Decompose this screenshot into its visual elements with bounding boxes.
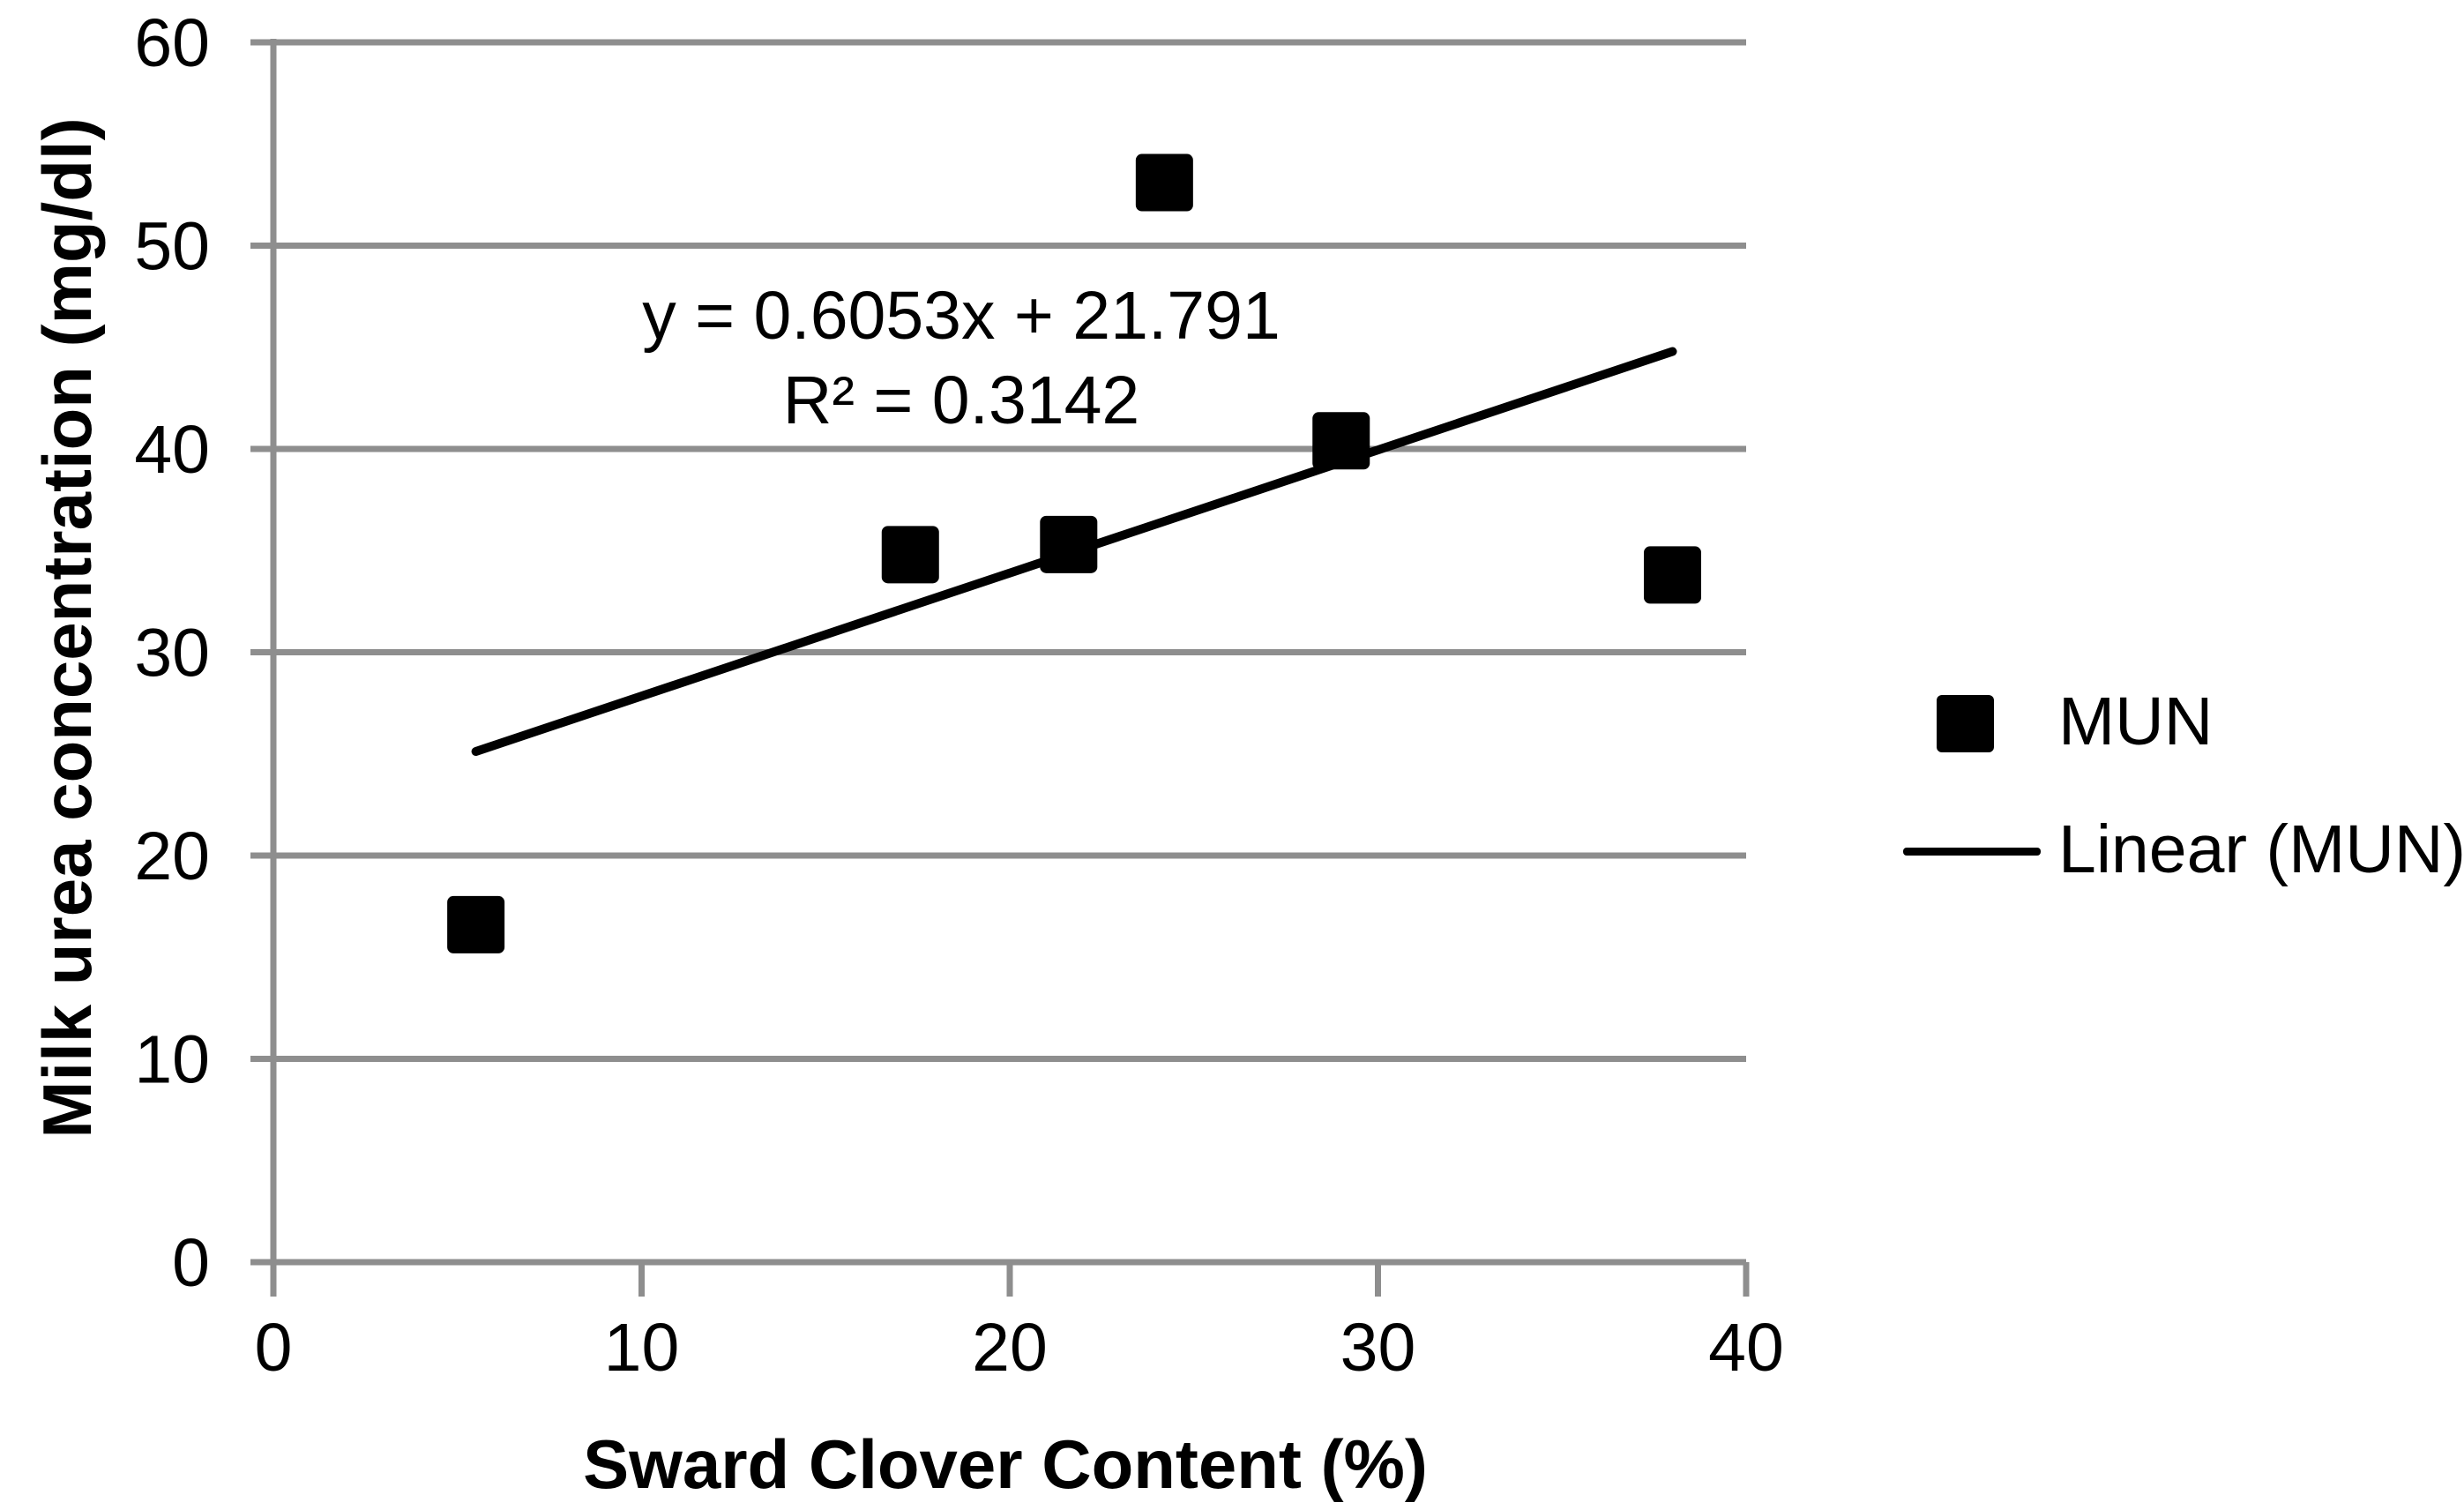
data-point-marker bbox=[1040, 515, 1098, 573]
x-tick-label: 40 bbox=[1708, 1310, 1784, 1386]
x-axis-title: Sward Clover Content (%) bbox=[583, 1425, 1428, 1503]
legend-square-marker-icon bbox=[1937, 695, 1994, 752]
x-tick-label: 10 bbox=[604, 1310, 680, 1386]
x-tick-label: 0 bbox=[255, 1310, 293, 1386]
y-tick-label: 30 bbox=[134, 616, 210, 691]
y-tick-label: 40 bbox=[134, 412, 210, 488]
y-tick-label: 50 bbox=[134, 209, 210, 285]
data-point-marker bbox=[1135, 153, 1193, 212]
data-point-marker bbox=[1312, 412, 1370, 470]
legend-label-linear: Linear (MUN) bbox=[2058, 811, 2464, 887]
y-tick-label: 20 bbox=[134, 819, 210, 894]
data-point-marker bbox=[447, 895, 505, 953]
legend-label-mun: MUN bbox=[2058, 684, 2214, 759]
data-point-marker bbox=[881, 526, 939, 584]
x-tick-label: 20 bbox=[972, 1310, 1048, 1386]
data-point-marker bbox=[1644, 546, 1701, 604]
trendline-r-squared: R² = 0.3142 bbox=[782, 363, 1140, 438]
legend-line-marker-icon bbox=[1903, 848, 2041, 856]
y-tick-label: 10 bbox=[134, 1022, 210, 1098]
y-tick-label: 60 bbox=[134, 5, 210, 81]
y-axis-title: Milk urea concentration (mg/dl) bbox=[28, 117, 106, 1139]
y-tick-label: 0 bbox=[172, 1225, 210, 1301]
trendline-equation: y = 0.6053x + 21.791 bbox=[642, 278, 1281, 354]
x-tick-label: 30 bbox=[1340, 1310, 1416, 1386]
